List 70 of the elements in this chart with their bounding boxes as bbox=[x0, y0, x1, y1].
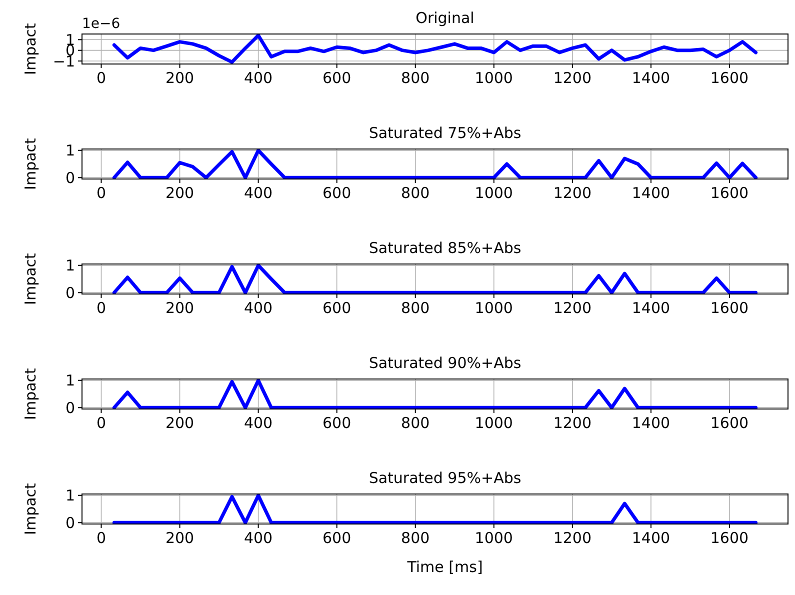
x-tick-label: 0 bbox=[96, 299, 106, 317]
x-tick-label: 0 bbox=[96, 184, 106, 202]
x-tick-label: 0 bbox=[96, 69, 106, 87]
x-tick-label: 600 bbox=[322, 529, 352, 547]
chart-title: Saturated 85%+Abs bbox=[368, 239, 522, 257]
x-tick-label: 1400 bbox=[632, 69, 670, 87]
chart-title: Saturated 95%+Abs bbox=[368, 469, 522, 487]
x-tick-label: 1600 bbox=[710, 529, 749, 547]
x-tick-label: 800 bbox=[401, 414, 430, 432]
chart-title: Saturated 90%+Abs bbox=[368, 354, 522, 372]
line-series bbox=[112, 148, 758, 180]
x-tick-label: 600 bbox=[322, 69, 352, 87]
y-tick-label: 1 bbox=[65, 256, 75, 275]
x-axis-title: Time [ms] bbox=[406, 558, 483, 576]
y-tick-label: 0 bbox=[65, 514, 75, 532]
x-tick-label: 0 bbox=[96, 529, 106, 547]
y-tick-label: 1 bbox=[65, 486, 75, 505]
x-tick-label: 1600 bbox=[710, 184, 749, 202]
x-tick-label: 1000 bbox=[474, 529, 513, 547]
x-tick-label: 1600 bbox=[710, 69, 749, 87]
x-tick-label: 1000 bbox=[474, 414, 513, 432]
line-series bbox=[112, 34, 758, 64]
x-tick-label: 400 bbox=[244, 529, 273, 547]
line-series bbox=[112, 494, 758, 524]
line-series bbox=[112, 378, 758, 410]
x-tick-label: 200 bbox=[165, 299, 194, 317]
x-tick-label: 400 bbox=[244, 299, 273, 317]
y-tick-label: 0 bbox=[65, 284, 75, 302]
x-tick-label: 1200 bbox=[553, 529, 592, 547]
x-tick-label: 1000 bbox=[474, 69, 513, 87]
x-tick-label: 400 bbox=[244, 414, 273, 432]
x-tick-label: 800 bbox=[401, 529, 430, 547]
y-axis-title: Impact bbox=[21, 252, 40, 305]
x-tick-label: 1200 bbox=[553, 299, 592, 317]
x-tick-label: 1200 bbox=[553, 184, 592, 202]
y-tick-label: 0 bbox=[65, 398, 75, 417]
x-tick-label: 600 bbox=[322, 414, 352, 432]
x-tick-label: 1400 bbox=[632, 184, 670, 202]
y-axis-title: Impact bbox=[21, 368, 40, 420]
x-tick-label: 0 bbox=[96, 414, 106, 432]
x-tick-label: 1400 bbox=[632, 529, 670, 547]
text: 1e−6 bbox=[82, 16, 120, 32]
x-tick-label: 400 bbox=[244, 69, 273, 87]
chart-title: Original bbox=[416, 9, 474, 27]
y-tick-label: 1 bbox=[65, 372, 75, 390]
line-series bbox=[112, 264, 758, 294]
x-tick-label: 200 bbox=[165, 184, 194, 202]
x-tick-label: 1000 bbox=[474, 299, 513, 317]
y-axis-title: Impact bbox=[21, 138, 40, 190]
x-tick-label: 800 bbox=[401, 184, 430, 202]
x-tick-label: 1600 bbox=[710, 299, 749, 317]
x-tick-label: 600 bbox=[322, 299, 352, 317]
x-tick-label: 1200 bbox=[553, 69, 592, 87]
x-tick-label: 1400 bbox=[632, 414, 670, 432]
x-tick-label: 200 bbox=[165, 69, 194, 87]
x-tick-label: 1600 bbox=[710, 414, 749, 432]
x-tick-label: 400 bbox=[244, 184, 273, 202]
x-tick-label: 1400 bbox=[632, 299, 670, 317]
y-tick-label: 1 bbox=[65, 142, 75, 160]
x-tick-label: 200 bbox=[165, 529, 194, 547]
x-tick-label: 800 bbox=[401, 69, 430, 87]
y-tick-label: 0 bbox=[65, 168, 75, 187]
x-tick-label: 800 bbox=[401, 299, 430, 317]
x-tick-label: 600 bbox=[322, 184, 352, 202]
x-tick-label: 1200 bbox=[553, 414, 592, 432]
x-tick-label: 200 bbox=[165, 414, 194, 432]
y-axis-title: Impact bbox=[21, 22, 40, 75]
y-axis-title: Impact bbox=[21, 482, 40, 535]
x-tick-label: 1000 bbox=[474, 184, 513, 202]
chart-title: Saturated 75%+Abs bbox=[368, 124, 522, 142]
